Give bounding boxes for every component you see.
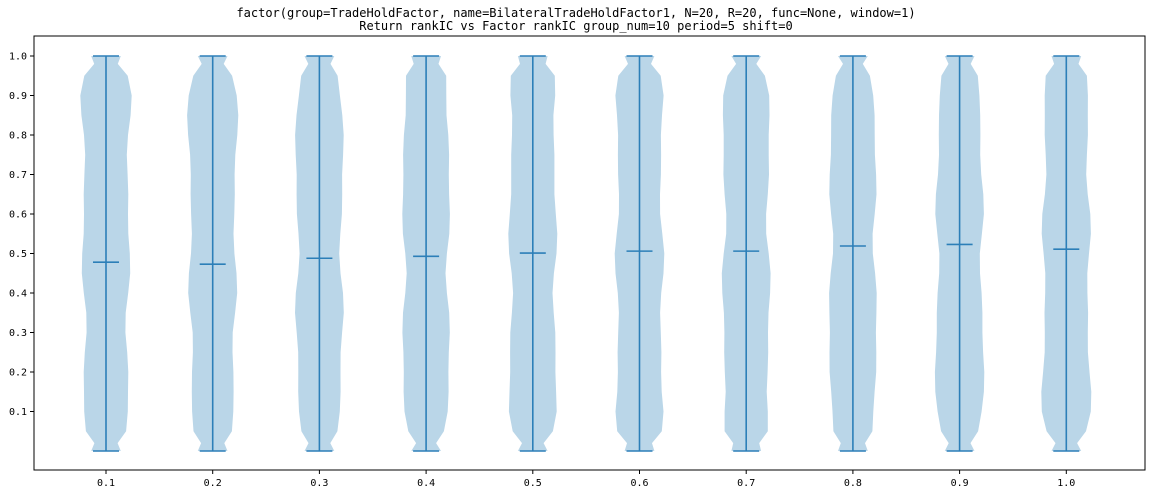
x-tick-label: 0.5: [524, 478, 542, 489]
x-tick-label: 0.4: [417, 478, 435, 489]
y-tick-label: 1.0: [9, 52, 27, 63]
x-tick-label: 0.7: [737, 478, 755, 489]
x-tick-label: 0.6: [630, 478, 648, 489]
y-tick-label: 0.6: [9, 210, 27, 221]
x-tick-label: 0.2: [204, 478, 222, 489]
y-tick-label: 0.7: [9, 170, 27, 181]
chart-title: factor(group=TradeHoldFactor, name=Bilat…: [236, 6, 916, 20]
y-tick-label: 0.4: [9, 289, 27, 300]
y-tick-label: 0.1: [9, 407, 27, 418]
chart-subtitle: Return rankIC vs Factor rankIC group_num…: [359, 19, 793, 33]
y-tick-label: 0.3: [9, 328, 27, 339]
y-tick-label: 0.2: [9, 368, 27, 379]
x-tick-label: 1.0: [1057, 478, 1075, 489]
x-tick-label: 0.9: [951, 478, 969, 489]
x-tick-label: 0.3: [310, 478, 328, 489]
y-tick-label: 0.9: [9, 91, 27, 102]
y-tick-label: 0.8: [9, 131, 27, 142]
x-tick-label: 0.1: [97, 478, 115, 489]
x-tick-label: 0.8: [844, 478, 862, 489]
y-tick-label: 0.5: [9, 249, 27, 260]
